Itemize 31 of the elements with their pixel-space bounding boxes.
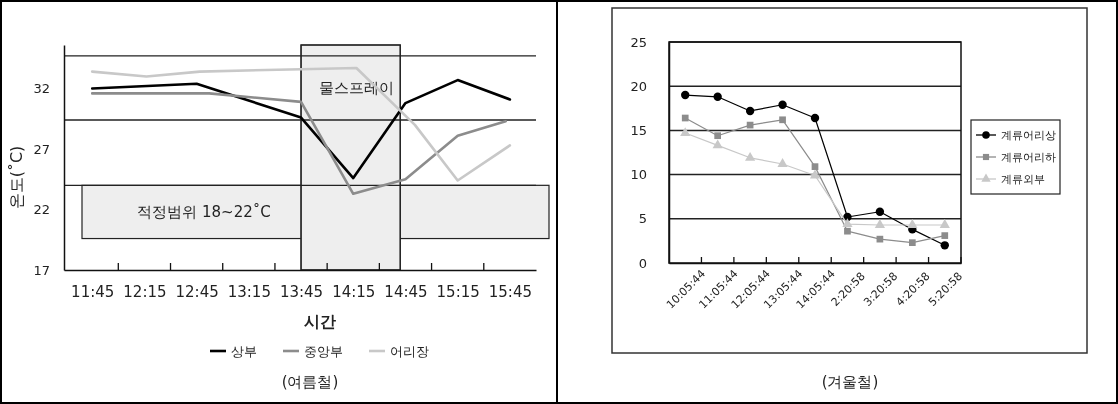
x-tick-label: 13:15 [227,282,271,301]
legend-label: 계류어리하 [1001,151,1056,164]
x-tick-label: 14:45 [384,282,428,301]
y-tick-label: 10 [630,167,647,183]
x-tick-label: 11:45 [71,282,115,301]
y-tick-label: 32 [33,81,50,97]
band-label: 적정범위 18~22˚C [137,202,271,221]
x-tick-label: 14:15 [332,282,376,301]
y-tick-label: 0 [638,255,647,271]
y-tick-label: 17 [33,262,50,278]
legend-label: 상부 [231,344,257,359]
legend-label: 중앙부 [304,344,343,359]
y-tick-label: 5 [638,211,647,227]
y-tick-label: 20 [630,78,647,94]
y-tick-label: 22 [33,202,50,218]
legend-label: 계류어리상 [1001,129,1056,142]
text: (여름철) [281,373,339,391]
x-axis-title: 시간 [304,312,336,331]
legend-label: 어리장 [390,344,429,359]
band-label: 물스프레이 [319,79,395,97]
y-tick-label: 27 [33,141,50,157]
x-tick-label: 15:45 [488,282,533,301]
y-axis-title: 온도(˚C) [7,145,26,210]
y-tick-label: 15 [630,123,647,139]
y-tick-label: 25 [630,34,647,50]
x-tick-label: 12:45 [175,282,219,301]
legend-label: 계류외부 [1001,173,1045,186]
x-tick-label: 12:15 [123,282,167,301]
x-tick-label: 13:45 [279,282,324,301]
text: (겨울철) [821,373,879,391]
x-tick-label: 15:15 [436,282,480,301]
